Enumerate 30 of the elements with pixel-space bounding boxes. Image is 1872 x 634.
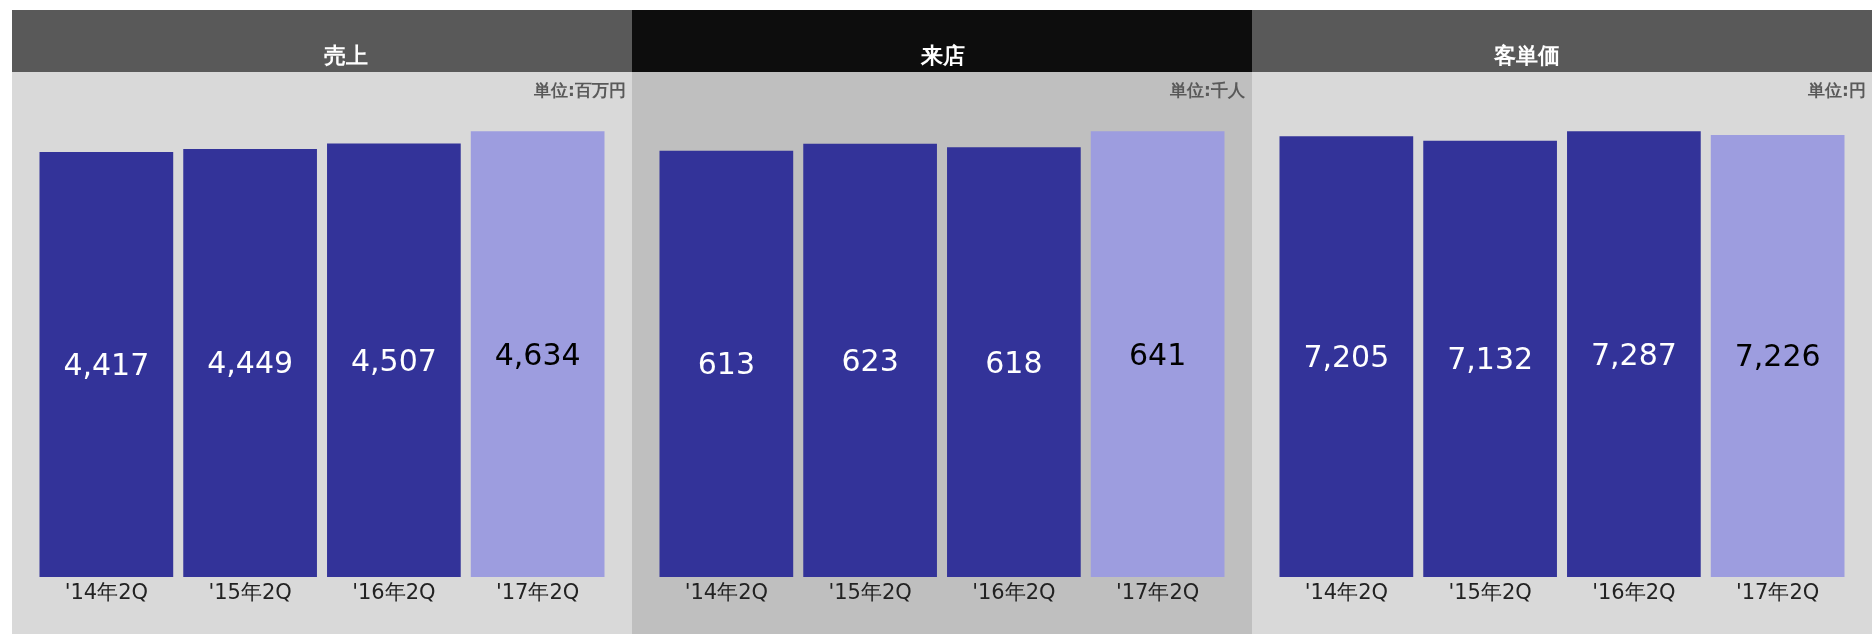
- x-tick-label: '17年2Q: [1115, 579, 1200, 604]
- x-tick-label: '15年2Q: [208, 579, 292, 604]
- x-tick-label: '16年2Q: [352, 579, 436, 604]
- data-label: 7,132: [1447, 341, 1534, 377]
- chart-title: 売上: [324, 43, 368, 68]
- x-tick-label: '14年2Q: [1304, 579, 1389, 604]
- data-label: 4,417: [63, 347, 150, 383]
- data-label: 4,507: [350, 342, 437, 378]
- chart-subtitle: 単位:百万円: [533, 80, 626, 100]
- data-label: 613: [697, 346, 755, 382]
- data-label: 618: [985, 344, 1043, 380]
- x-tick-label: '15年2Q: [1448, 579, 1532, 604]
- data-label: 4,449: [207, 345, 294, 381]
- data-label: 4,634: [494, 336, 581, 372]
- chart-title: 客単価: [1493, 43, 1560, 68]
- data-label: 623: [841, 342, 899, 378]
- x-tick-label: '17年2Q: [495, 579, 580, 604]
- x-tick-label: '14年2Q: [64, 579, 149, 604]
- x-tick-label: '15年2Q: [828, 579, 912, 604]
- data-label: 641: [1129, 336, 1187, 372]
- x-tick-label: '14年2Q: [684, 579, 769, 604]
- chart-subtitle: 単位:円: [1807, 80, 1866, 100]
- chart-title: 来店: [920, 43, 965, 68]
- x-tick-label: '17年2Q: [1735, 579, 1820, 604]
- data-label: 7,226: [1734, 338, 1821, 374]
- x-tick-label: '16年2Q: [1592, 579, 1676, 604]
- chart-subtitle: 単位:千人: [1169, 80, 1246, 100]
- data-label: 7,287: [1590, 336, 1677, 372]
- x-tick-label: '16年2Q: [972, 579, 1056, 604]
- data-label: 7,205: [1303, 339, 1390, 375]
